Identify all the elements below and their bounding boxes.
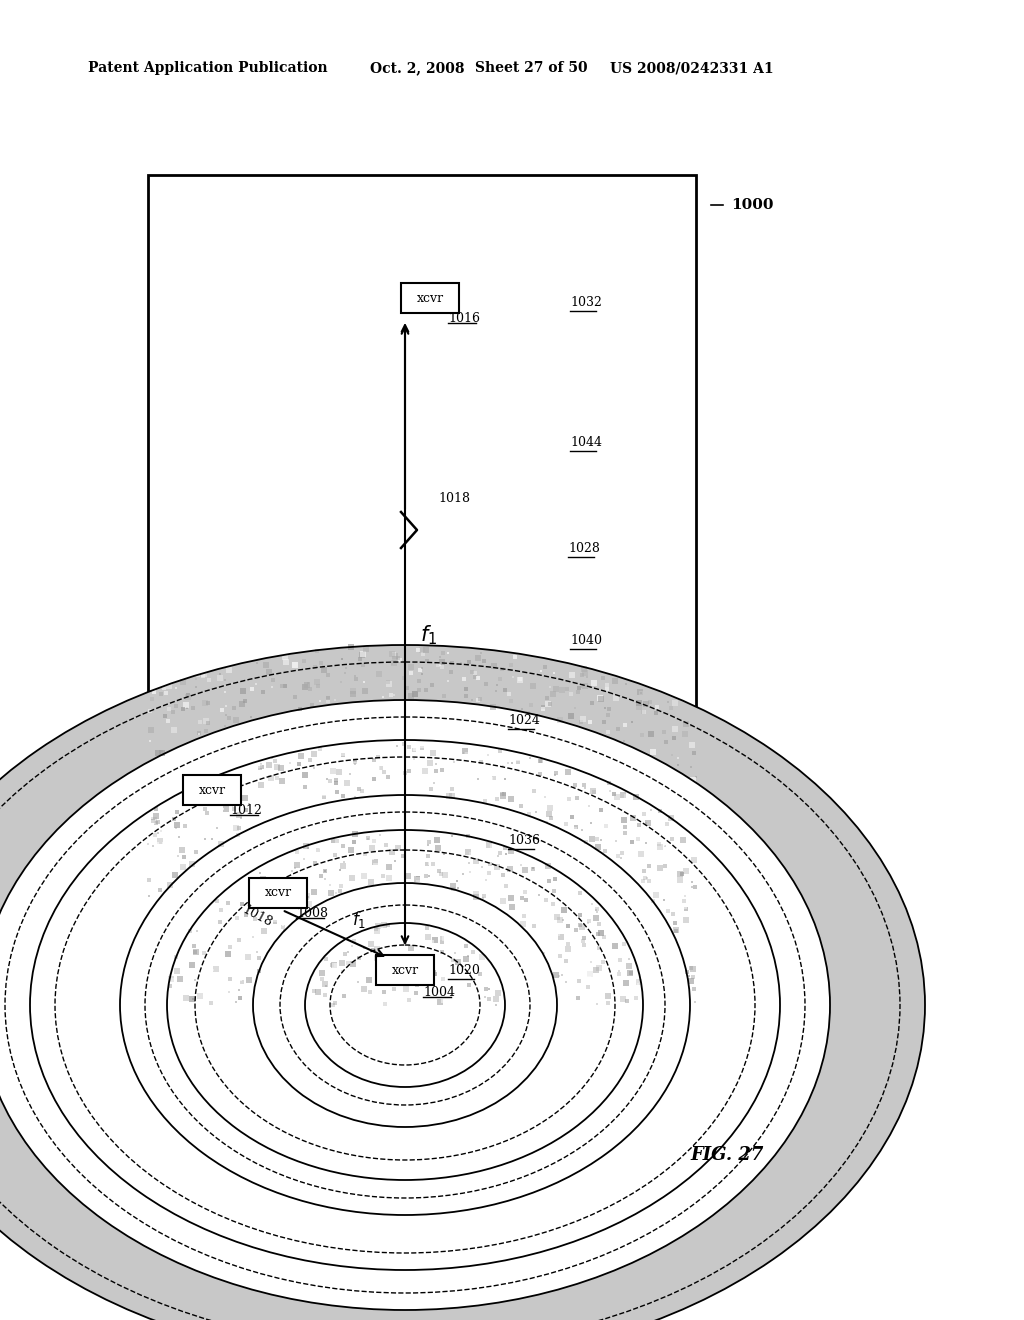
Text: US 2008/0242331 A1: US 2008/0242331 A1 (610, 61, 773, 75)
Ellipse shape (253, 883, 557, 1127)
Ellipse shape (253, 883, 557, 1127)
Ellipse shape (0, 700, 830, 1309)
Text: xcvr: xcvr (199, 784, 225, 796)
Text: 1000: 1000 (731, 198, 773, 213)
Ellipse shape (167, 830, 643, 1180)
FancyBboxPatch shape (249, 878, 307, 908)
Ellipse shape (167, 830, 643, 1180)
Text: 1024: 1024 (508, 714, 540, 726)
Text: $f_1$: $f_1$ (352, 909, 367, 931)
Ellipse shape (305, 923, 505, 1086)
Text: 1004: 1004 (423, 986, 455, 999)
Text: 1028: 1028 (568, 541, 600, 554)
FancyBboxPatch shape (376, 954, 434, 985)
Text: 1032: 1032 (570, 296, 602, 309)
Bar (148, 176, 696, 1005)
Text: 1016: 1016 (449, 312, 480, 325)
Text: 1044: 1044 (570, 436, 602, 449)
FancyBboxPatch shape (401, 282, 459, 313)
Text: 1012: 1012 (230, 804, 262, 817)
Text: 1040: 1040 (570, 634, 602, 647)
Ellipse shape (0, 645, 925, 1320)
Ellipse shape (305, 923, 505, 1086)
Text: Patent Application Publication: Patent Application Publication (88, 61, 328, 75)
Text: 1036: 1036 (508, 833, 540, 846)
Ellipse shape (0, 700, 830, 1309)
Ellipse shape (30, 741, 780, 1270)
Ellipse shape (120, 795, 690, 1214)
FancyBboxPatch shape (183, 775, 241, 805)
Text: 1018: 1018 (240, 903, 274, 929)
Text: 1020: 1020 (449, 964, 480, 977)
Text: Sheet 27 of 50: Sheet 27 of 50 (475, 61, 588, 75)
Text: xcvr: xcvr (391, 964, 419, 977)
Text: Oct. 2, 2008: Oct. 2, 2008 (370, 61, 465, 75)
Text: 1008: 1008 (296, 907, 328, 920)
Text: xcvr: xcvr (264, 887, 292, 899)
Ellipse shape (30, 741, 780, 1270)
Ellipse shape (120, 795, 690, 1214)
Text: FIG. 27: FIG. 27 (690, 1146, 763, 1164)
Text: $f_1$: $f_1$ (420, 623, 437, 647)
Text: 1018: 1018 (438, 491, 470, 504)
Text: xcvr: xcvr (417, 292, 443, 305)
